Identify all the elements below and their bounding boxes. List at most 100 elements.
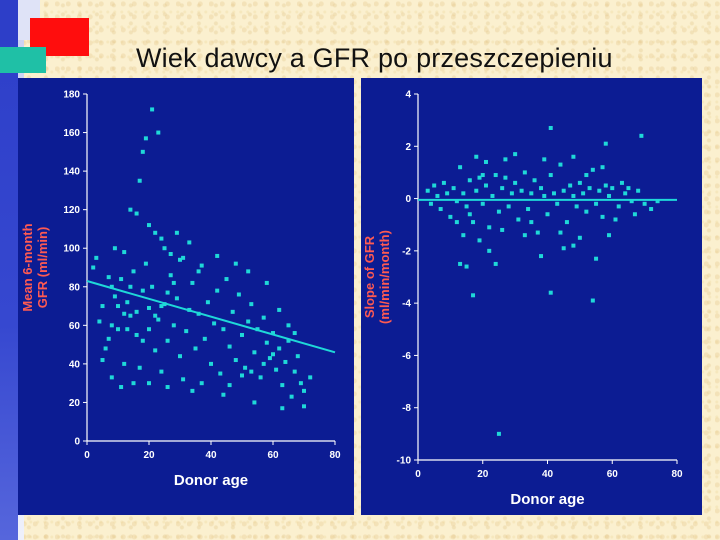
slope-data-point [590, 167, 595, 172]
gfr-data-point [227, 383, 232, 388]
gfr-data-point [199, 263, 204, 268]
gfr-data-point [221, 327, 226, 332]
gfr-data-point [171, 323, 176, 328]
gfr-y-tick-label: 180 [63, 90, 80, 101]
gfr-data-point [128, 313, 133, 318]
slope-data-point [471, 293, 476, 298]
slope-y-tick-label: -10 [397, 456, 412, 467]
gfr-data-point [289, 394, 294, 399]
slope-data-point [539, 254, 544, 259]
slope-data-point [590, 298, 595, 303]
slope-data-point [555, 201, 560, 206]
slope-data-point [464, 264, 469, 269]
slope-data-point [454, 199, 459, 204]
gfr-y-tick-label: 60 [69, 321, 81, 332]
slope-data-point [632, 212, 637, 217]
gfr-data-point [277, 346, 282, 351]
gfr-data-point [174, 296, 179, 301]
slope-data-point [574, 204, 579, 209]
gfr-data-point [246, 319, 251, 324]
gfr-data-point [153, 313, 158, 318]
slope-data-point [522, 233, 527, 238]
gfr-data-point [100, 358, 105, 363]
slope-data-point [516, 217, 521, 222]
gfr-x-tick-label: 40 [205, 450, 217, 461]
gfr-data-point [181, 255, 186, 260]
slope-data-point [613, 217, 618, 222]
gfr-data-point [178, 354, 182, 359]
slope-data-point [438, 207, 443, 212]
gfr-x-axis-label: Donor age [174, 472, 248, 489]
gfr-data-point [174, 230, 179, 235]
gfr-data-point [94, 255, 99, 260]
slope-data-point [513, 180, 518, 185]
slope-data-point [561, 246, 566, 251]
slope-data-point [461, 233, 466, 238]
gfr-y-tick-label: 20 [69, 398, 81, 409]
slope-data-point [542, 157, 547, 162]
slope-y-tick-label: 0 [405, 194, 411, 205]
slope-y-tick-label: -6 [402, 351, 411, 362]
slope-data-point [607, 193, 612, 198]
gfr-y-axis-label-line: GFR (ml/min) [35, 227, 50, 309]
slope-data-point [649, 207, 654, 212]
gfr-y-axis-label: Mean 6-month GFR (ml/min) [20, 223, 50, 311]
gfr-data-point [292, 331, 297, 336]
gfr-data-point [199, 381, 204, 386]
gfr-data-point [227, 344, 232, 349]
slope-data-point [451, 186, 456, 191]
slope-data-point [448, 214, 453, 219]
slope-data-point [603, 183, 608, 188]
gfr-data-point [140, 149, 145, 154]
gfr-data-point [100, 304, 105, 309]
slope-y-axis-label: Slope of GFR (ml/min/month) [362, 230, 392, 324]
slope-data-point [548, 125, 553, 130]
slope-data-point [487, 225, 492, 230]
slope-data-point [571, 154, 576, 159]
gfr-data-point [122, 250, 127, 255]
gfr-data-point [308, 375, 313, 380]
gfr-data-point [171, 280, 176, 285]
slope-data-point [435, 193, 440, 198]
slope-data-point [568, 183, 573, 188]
slope-data-point [500, 227, 505, 232]
slope-data-point [594, 201, 599, 206]
gfr-data-point [187, 240, 192, 245]
gfr-data-point [91, 265, 96, 270]
gfr-data-point [302, 388, 306, 393]
slope-data-point [600, 214, 605, 219]
slope-y-tick-label: 2 [405, 142, 411, 153]
gfr-data-point [209, 361, 213, 366]
gfr-y-tick-label: 100 [63, 244, 80, 255]
slope-data-point [587, 186, 592, 191]
gfr-data-point [249, 302, 254, 307]
gfr-data-point [122, 361, 127, 366]
gfr-data-point [271, 331, 275, 336]
gfr-data-point [286, 323, 291, 328]
gfr-y-tick-label: 80 [69, 282, 81, 293]
slope-data-point [487, 248, 492, 253]
gfr-data-point [240, 373, 244, 378]
slope-data-point [616, 204, 621, 209]
gfr-data-point [131, 381, 136, 386]
slope-data-point [519, 188, 524, 193]
gfr-data-point [261, 315, 266, 320]
slope-data-point [493, 261, 498, 266]
gfr-data-point [280, 406, 285, 411]
gfr-data-point [137, 178, 142, 183]
gfr-data-point [134, 309, 139, 314]
slope-y-tick-label: -8 [402, 403, 411, 414]
gfr-data-point [249, 369, 254, 374]
slope-data-point [584, 173, 589, 178]
slope-data-point [467, 178, 472, 183]
slope-data-point [483, 159, 488, 164]
gfr-y-tick-label: 120 [63, 205, 80, 216]
slope-x-tick-label: 60 [607, 469, 619, 480]
slope-data-point [571, 193, 576, 198]
gfr-data-point [109, 375, 114, 380]
gfr-data-point [112, 294, 117, 299]
gfr-data-point [236, 292, 241, 297]
slope-data-point [496, 209, 501, 214]
slope-data-point [493, 173, 498, 178]
gfr-x-tick-label: 60 [267, 450, 279, 461]
